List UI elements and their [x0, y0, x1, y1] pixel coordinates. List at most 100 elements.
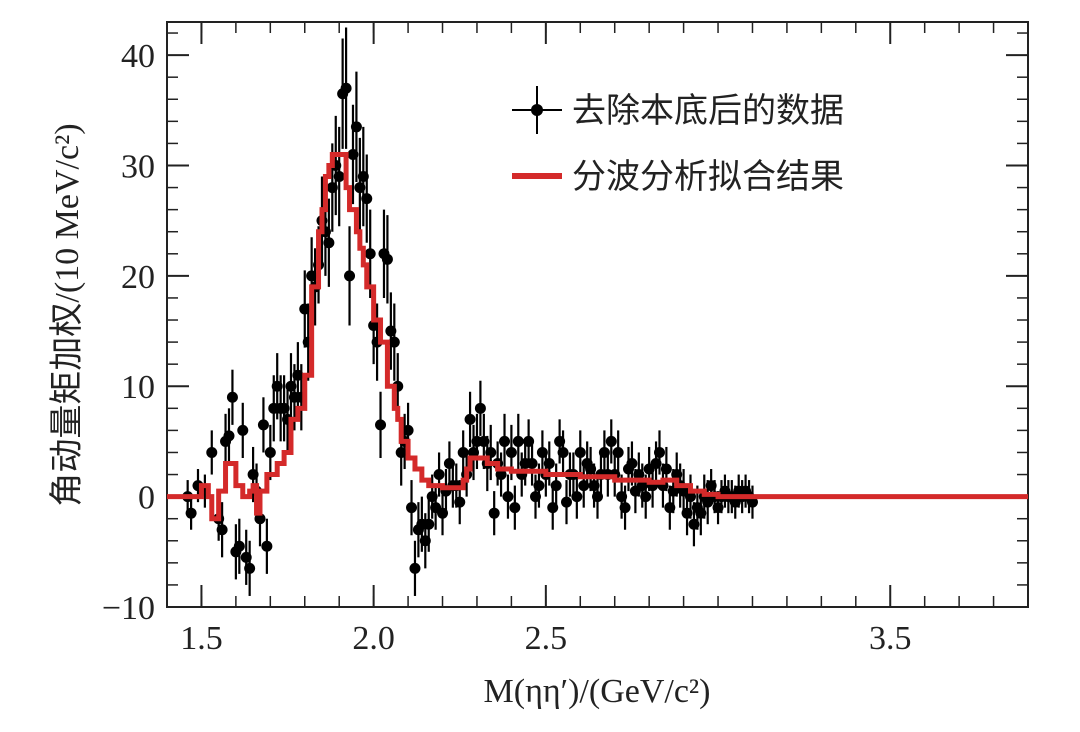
data-point [347, 148, 359, 160]
data-point [664, 502, 676, 514]
data-point [688, 518, 700, 530]
data-point [357, 171, 369, 183]
data-point [633, 469, 645, 481]
data-point [660, 463, 672, 475]
data-point [533, 480, 545, 492]
data-point [585, 463, 597, 475]
data-point [612, 446, 624, 458]
data-point [368, 320, 380, 332]
data-point [240, 551, 252, 563]
data-point [512, 435, 524, 447]
data-point [206, 446, 218, 458]
data-point [547, 502, 559, 514]
data-point [695, 507, 707, 519]
data-point [454, 496, 466, 508]
fit-step-line [167, 151, 1028, 522]
data-point [244, 562, 256, 574]
data-point [350, 121, 362, 133]
data-point [468, 446, 480, 458]
data-point [426, 491, 438, 503]
data-point [354, 182, 366, 194]
data-point [419, 535, 431, 547]
data-point [340, 82, 352, 94]
data-point [561, 496, 573, 508]
data-point [681, 507, 693, 519]
data-point [557, 446, 569, 458]
data-point [344, 270, 356, 282]
data-point [247, 469, 259, 481]
x-tick-label: 3.5 [869, 620, 912, 657]
data-point [278, 402, 290, 414]
x-tick-label: 2.5 [525, 620, 568, 657]
data-point [364, 248, 376, 260]
data-point [578, 480, 590, 492]
data-point [323, 237, 335, 249]
legend-data-marker-dot [531, 104, 543, 116]
data-point [261, 540, 273, 552]
data-point [523, 435, 535, 447]
data-point [636, 480, 648, 492]
y-tick-label: 0 [138, 480, 155, 517]
data-point [505, 446, 517, 458]
y-tick-label: 30 [121, 148, 155, 185]
x-tick-labels: 1.5 2.0 2.5 3.5 [180, 620, 911, 657]
data-point [640, 491, 652, 503]
y-tick-label: 40 [121, 38, 155, 75]
data-point [237, 424, 249, 436]
data-point [712, 502, 724, 514]
data-point [285, 380, 297, 392]
data-point [705, 480, 717, 492]
data-point [478, 435, 490, 447]
data-point [671, 469, 683, 481]
data-point [543, 458, 555, 470]
data-point [388, 336, 400, 348]
data-point [406, 502, 418, 514]
data-point [509, 502, 521, 514]
legend: 去除本底后的数据 分波分析拟合结果 [512, 86, 844, 196]
x-tick-label: 2.0 [352, 620, 395, 657]
data-point [226, 391, 238, 403]
plot-frame [166, 21, 1029, 608]
data-point [299, 303, 311, 315]
data-point [536, 446, 548, 458]
data-points [182, 82, 758, 574]
data-point [216, 524, 228, 536]
data-point [457, 446, 469, 458]
legend-fit-label: 分波分析拟合结果 [572, 158, 844, 196]
data-point [233, 540, 245, 552]
data-point [571, 491, 583, 503]
data-point [402, 424, 414, 436]
data-point [395, 446, 407, 458]
data-point [437, 507, 449, 519]
data-point [223, 430, 235, 442]
data-point [574, 446, 586, 458]
data-point [485, 446, 497, 458]
data-point [385, 325, 397, 337]
data-point [254, 513, 266, 525]
data-point [588, 480, 600, 492]
data-point [616, 491, 628, 503]
x-axis-title: M(ηη′)/(GeV/c²) [484, 673, 711, 710]
y-tick-label: 20 [121, 259, 155, 296]
data-point [409, 562, 421, 574]
data-point [626, 458, 638, 470]
data-point [684, 491, 696, 503]
data-point [495, 469, 507, 481]
data-point [488, 507, 500, 519]
y-tick-label: −10 [102, 590, 155, 627]
data-point [550, 480, 562, 492]
data-point [592, 491, 603, 503]
y-tick-label: 10 [121, 369, 155, 406]
y-axis-title: 角动量矩加权/(10 MeV/c²) [48, 123, 86, 506]
data-point [598, 446, 610, 458]
data-point [381, 253, 393, 265]
data-point [292, 369, 304, 381]
x-tick-label: 1.5 [180, 620, 223, 657]
data-point [526, 458, 538, 470]
data-point [605, 435, 617, 447]
y-tick-labels: −10 0 10 20 30 40 [102, 38, 155, 627]
data-point [423, 518, 435, 530]
data-point [464, 413, 476, 425]
data-point [474, 402, 486, 414]
